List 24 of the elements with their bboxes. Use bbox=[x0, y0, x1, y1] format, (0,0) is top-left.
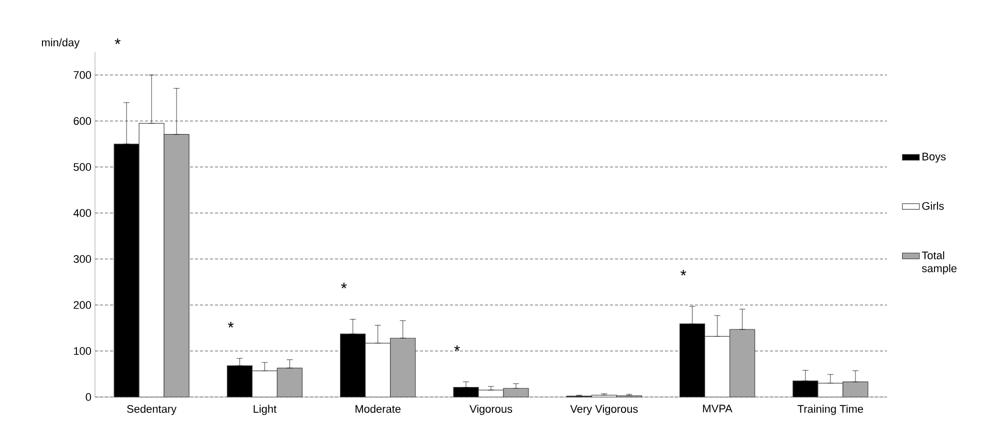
legend-label: Boys bbox=[922, 152, 946, 163]
x-tick-label: Light bbox=[254, 404, 277, 415]
y-tick-label: 300 bbox=[74, 255, 92, 263]
y-tick-label: 400 bbox=[73, 209, 92, 217]
annotation: * bbox=[228, 322, 234, 328]
y-tick-label: 700 bbox=[74, 71, 92, 79]
x-tick-label: Very Vigorous bbox=[570, 404, 638, 415]
text: * bbox=[114, 38, 120, 44]
y-tick-label: 100 bbox=[74, 347, 92, 355]
legend-label: Girls bbox=[922, 202, 944, 210]
annotation: * bbox=[341, 282, 347, 288]
annotation: * bbox=[454, 345, 460, 351]
y-tick-label: 200 bbox=[74, 301, 92, 309]
x-tick-label: Vigorous bbox=[470, 404, 512, 415]
x-tick-label: MVPA bbox=[703, 404, 732, 412]
y-tick-label: 0 bbox=[86, 393, 92, 401]
legend-label: Total sample bbox=[922, 251, 957, 274]
x-tick-label: Sedentary bbox=[127, 404, 177, 415]
y-tick-label: 600 bbox=[74, 117, 92, 125]
y-axis-title: min/day bbox=[42, 38, 80, 48]
x-tick-label: Moderate bbox=[356, 404, 401, 413]
x-tick-label: Training Time bbox=[798, 404, 864, 415]
y-tick-label: 500 bbox=[74, 163, 92, 171]
annotation: * bbox=[680, 270, 686, 276]
